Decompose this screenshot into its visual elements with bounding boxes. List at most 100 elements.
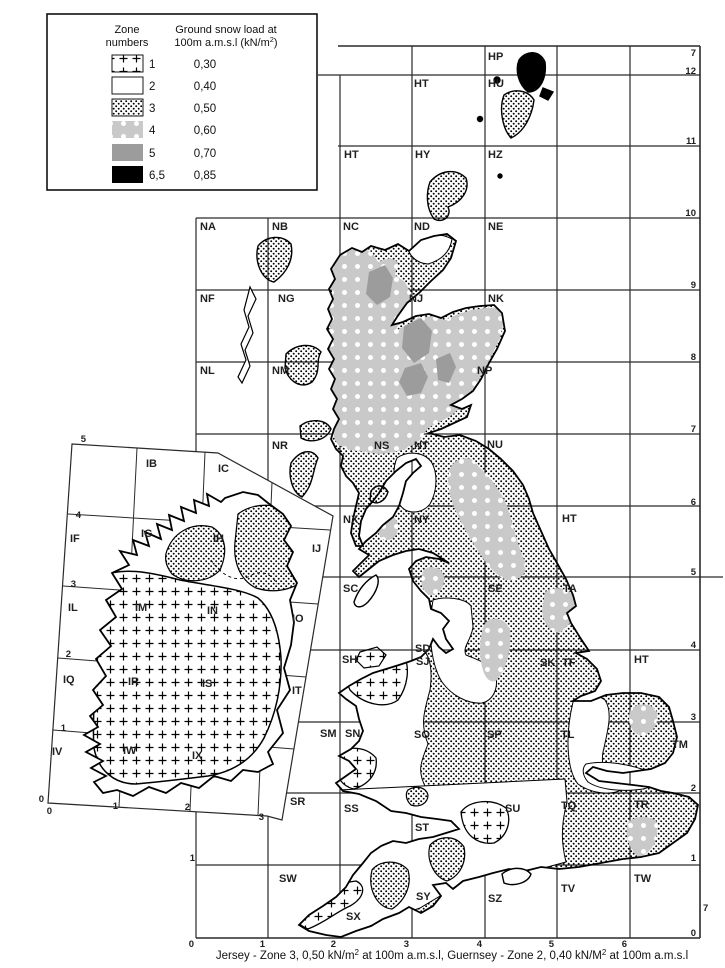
zone4-peak-district xyxy=(480,618,511,682)
zone4-kent-blob xyxy=(626,816,658,857)
grid-label: IJ xyxy=(312,543,321,555)
caption-sup: 2 xyxy=(602,948,607,957)
mull-zone3 xyxy=(299,420,332,442)
zone-load-value: 0,85 xyxy=(194,170,216,182)
ireland-map xyxy=(82,491,299,797)
number-label: 7 xyxy=(691,424,696,435)
great-britain-coastline xyxy=(297,233,699,938)
zone-load-value: 0,30 xyxy=(194,59,216,71)
number-label: 3 xyxy=(259,812,264,823)
number-label: 11 xyxy=(686,136,697,147)
number-label: 4 xyxy=(477,939,483,950)
grid-label: IF xyxy=(70,533,80,545)
grid-label: NY xyxy=(414,514,430,526)
inset-left-numbers: 5 4 3 2 1 0 xyxy=(39,434,87,805)
number-label: 0 xyxy=(691,928,696,939)
zone-number: 2 xyxy=(149,81,155,93)
number-label: 6 xyxy=(622,939,627,950)
grid-label: HP xyxy=(488,51,503,63)
grid-label: SY xyxy=(416,891,431,903)
number-label: 2 xyxy=(185,802,190,813)
grid-label: NK xyxy=(488,293,504,305)
grid-label: SK xyxy=(540,657,555,669)
number-label: 10 xyxy=(685,208,696,219)
grid-label: SZ xyxy=(488,893,502,905)
grid-label: ND xyxy=(414,221,430,233)
caption-text: at 100m a.m.s.l xyxy=(606,950,688,962)
islands xyxy=(237,52,555,886)
zone1-swatch xyxy=(111,54,144,73)
grid-label: HT xyxy=(344,149,359,161)
grid-label: NR xyxy=(272,440,288,452)
os-grid-labels: HP HT HU HT HY HZ NA NB NC ND NE NF NG N… xyxy=(200,51,688,923)
islay-jura-zone3 xyxy=(289,451,319,498)
grid-label: IL xyxy=(68,602,78,614)
grid-label: SN xyxy=(345,728,360,740)
number-label: 5 xyxy=(81,434,87,445)
grid-label: TQ xyxy=(561,800,577,812)
isle-of-man xyxy=(353,574,379,608)
zone-load-value: 0,40 xyxy=(194,81,216,93)
grid-label: IM xyxy=(135,602,147,614)
caption-text: Jersey - Zone 3, 0,50 kN/m xyxy=(216,950,355,962)
number-label: 4 xyxy=(691,640,697,651)
zone6-swatch xyxy=(112,166,143,183)
grid-label: SM xyxy=(320,728,337,740)
legend-col2-title: Ground snow load at xyxy=(175,24,277,36)
number-label: 3 xyxy=(691,712,696,723)
grid-label: HT xyxy=(414,78,429,90)
zone4-lake-district xyxy=(421,566,445,595)
number-label: 7 xyxy=(691,48,696,59)
number-label: 1 xyxy=(113,801,119,812)
grid-label: TW xyxy=(634,873,652,885)
anglesey-zone1 xyxy=(355,646,387,669)
number-label: 2 xyxy=(691,783,696,794)
zone4-pennines xyxy=(448,458,526,581)
grid-label: NG xyxy=(278,293,295,305)
number-label: 8 xyxy=(691,352,696,363)
grid-label: SC xyxy=(343,583,358,595)
zone3-swatch xyxy=(111,98,144,117)
grid-label: IX xyxy=(192,750,203,762)
grid-label: SX xyxy=(346,911,361,923)
legend-box xyxy=(46,13,318,191)
grid-label: TM xyxy=(672,739,688,751)
number-label: 1 xyxy=(61,723,67,734)
grid-label: IW xyxy=(123,745,137,757)
grid-label: NU xyxy=(487,439,503,451)
foula-islet xyxy=(476,115,484,123)
grid-label: NX xyxy=(343,514,359,526)
zone-number: 6,5 xyxy=(149,170,165,182)
grid-label: SS xyxy=(344,803,359,815)
number-label: 3 xyxy=(71,579,76,590)
number-label: 5 xyxy=(549,939,555,950)
grid-label: IC xyxy=(218,463,229,475)
shetland-north-zone6 xyxy=(516,52,547,93)
zone1-ireland-interior xyxy=(91,570,282,785)
number-label: 0 xyxy=(47,806,52,817)
grid-label: IR xyxy=(128,676,139,688)
grid-label: SO xyxy=(414,729,430,741)
grid-label: TF xyxy=(562,657,576,669)
fair-isle xyxy=(497,173,503,179)
ireland-inset-panel xyxy=(47,443,334,821)
lewis-zone3 xyxy=(256,236,293,283)
zone4-north-york-moors xyxy=(542,588,575,633)
grid-label: SE xyxy=(488,583,503,595)
figure-caption: Jersey - Zone 3, 0,50 kN/m 2 at 100m a.m.… xyxy=(216,948,688,962)
ireland-coastline-stroke xyxy=(82,491,299,797)
grid-label: TR xyxy=(634,799,649,811)
legend: Zone numbers Ground snow load at 100m a.… xyxy=(46,13,318,191)
grid-label: IO xyxy=(292,613,304,625)
legend-title-sup: 2 xyxy=(270,35,274,44)
legend-title-text: ) xyxy=(274,37,278,49)
zone3-mendip xyxy=(405,786,429,807)
number-label: 6 xyxy=(691,497,696,508)
zone-load-value: 0,70 xyxy=(194,148,216,160)
legend-col2-title: 100m a.m.s.l (kN/m2) xyxy=(174,35,277,49)
grid-label: HT xyxy=(562,513,577,525)
shetland-islet xyxy=(493,76,501,84)
zone5-swatch xyxy=(112,144,143,161)
grid-label: SH xyxy=(342,654,357,666)
grid-label: HT xyxy=(634,654,649,666)
